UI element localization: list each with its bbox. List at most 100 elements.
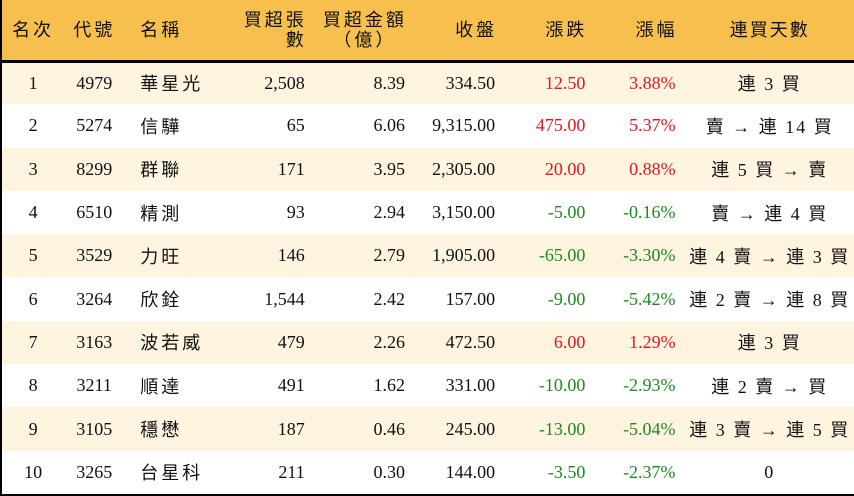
net-buy-amount-cell: 8.39 xyxy=(373,72,405,93)
change-pct-cell: 1.29% xyxy=(629,331,676,352)
net-buy-amount-cell: 1.62 xyxy=(373,375,405,396)
close-cell: 144.00 xyxy=(445,461,496,482)
consecutive-days-cell: 連 3 買 xyxy=(737,333,802,354)
code-cell: 4979 xyxy=(76,72,113,93)
close-cell: 9,315.00 xyxy=(432,115,496,136)
change-pct-cell: 0.88% xyxy=(629,158,676,179)
header-row: 名次 代號 名稱 買超張數 買超金額 （億） 收盤 漲跌 漲幅 連買天數 xyxy=(2,0,854,63)
net-buy-lots-cell: 187 xyxy=(277,418,305,439)
rank-cell: 10 xyxy=(24,461,43,482)
net-buy-lots-cell: 65 xyxy=(286,115,305,136)
change-pct-cell: -2.37% xyxy=(623,461,676,482)
table-row: 7 3163 波若威 479 2.26 472.50 6.00 1.29% 連 3 買 xyxy=(2,320,854,365)
change-pct-cell: -5.42% xyxy=(623,288,676,309)
close-cell: 1,905.00 xyxy=(432,245,496,266)
consecutive-days-cell: 賣 → 連 4 買 xyxy=(711,203,829,224)
change-cell: -65.00 xyxy=(538,245,586,266)
change-cell: 12.50 xyxy=(544,72,586,93)
table-row: 10 3265 台星科 211 0.30 144.00 -3.50 -2.37% 0 xyxy=(2,450,854,494)
name-cell: 波若威 xyxy=(140,333,204,354)
name-cell: 群聯 xyxy=(140,160,183,181)
net-buy-lots-cell: 146 xyxy=(277,245,305,266)
table-row: 5 3529 力旺 146 2.79 1,905.00 -65.00 -3.30% 連 4 賣 … xyxy=(2,234,854,278)
header-close: 收盤 xyxy=(414,0,506,63)
code-cell: 3163 xyxy=(76,331,113,352)
change-cell: 20.00 xyxy=(544,158,586,179)
rank-cell: 5 xyxy=(28,245,38,266)
code-cell: 3105 xyxy=(76,418,113,439)
table-row: 9 3105 穩懋 187 0.46 245.00 -13.00 -5.04% 連 3 賣 → … xyxy=(2,407,854,451)
consecutive-days-cell: 連 4 賣 → 連 3 買 xyxy=(689,246,851,267)
name-cell: 台星科 xyxy=(140,463,204,484)
table-row: 2 5274 信驊 65 6.06 9,315.00 475.00 5.37% 賣 → 連 14… xyxy=(2,104,854,148)
net-buy-lots-cell: 93 xyxy=(286,202,305,223)
consecutive-days-cell: 連 2 賣 → 連 8 買 xyxy=(689,290,851,311)
net-buy-lots-cell: 1,544 xyxy=(264,288,305,309)
change-cell: -10.00 xyxy=(538,375,586,396)
net-buy-amount-cell: 2.26 xyxy=(373,331,405,352)
change-pct-cell: -3.30% xyxy=(623,245,676,266)
code-cell: 5274 xyxy=(76,115,113,136)
rank-cell: 6 xyxy=(28,288,38,309)
net-buy-amount-cell: 2.79 xyxy=(373,245,405,266)
rank-cell: 1 xyxy=(28,72,38,93)
rank-cell: 7 xyxy=(28,331,38,352)
name-cell: 穩懋 xyxy=(140,420,183,441)
consecutive-days-cell: 連 5 買 → 賣 xyxy=(711,160,829,181)
header-consecutive-days: 連買天數 xyxy=(685,0,854,63)
name-cell: 華星光 xyxy=(140,74,204,95)
rank-cell: 3 xyxy=(28,158,38,179)
change-cell: -5.00 xyxy=(547,202,586,223)
header-change: 漲跌 xyxy=(505,0,596,63)
net-buy-lots-cell: 479 xyxy=(277,331,305,352)
close-cell: 331.00 xyxy=(445,375,496,396)
consecutive-days-cell: 連 3 賣 → 連 5 買 xyxy=(689,420,851,441)
table-row: 8 3211 順達 491 1.62 331.00 -10.00 -2.93% 連 2 賣 → … xyxy=(2,364,854,408)
consecutive-days-cell: 連 2 賣 → 買 xyxy=(711,376,829,397)
header-net-buy-amount-line2: （億） xyxy=(333,29,397,50)
table-row: 6 3264 欣銓 1,544 2.42 157.00 -9.00 -5.42% 連 2 賣 →… xyxy=(2,277,854,321)
consecutive-days-cell: 賣 → 連 14 買 xyxy=(705,116,834,137)
change-pct-cell: -0.16% xyxy=(623,202,676,223)
close-cell: 157.00 xyxy=(445,288,496,309)
net-buy-amount-cell: 3.95 xyxy=(373,158,405,179)
close-cell: 3,150.00 xyxy=(432,202,496,223)
net-buy-amount-cell: 0.30 xyxy=(373,461,405,482)
rank-cell: 8 xyxy=(28,375,38,396)
change-pct-cell: -2.93% xyxy=(623,375,676,396)
table-row: 3 8299 群聯 171 3.95 2,305.00 20.00 0.88% 連 5 買 → … xyxy=(2,147,854,191)
rank-cell: 9 xyxy=(28,418,38,439)
header-rank: 名次 xyxy=(2,0,65,63)
header-name: 名稱 xyxy=(124,0,225,63)
change-pct-cell: -5.04% xyxy=(623,418,676,439)
net-buy-lots-cell: 2,508 xyxy=(264,72,305,93)
net-buy-lots-cell: 171 xyxy=(277,158,305,179)
net-buy-lots-cell: 211 xyxy=(278,461,305,482)
name-cell: 力旺 xyxy=(140,246,183,267)
close-cell: 472.50 xyxy=(445,331,496,352)
close-cell: 334.50 xyxy=(445,72,496,93)
name-cell: 精測 xyxy=(140,203,183,224)
net-buy-amount-cell: 6.06 xyxy=(373,115,405,136)
table-row: 4 6510 精測 93 2.94 3,150.00 -5.00 -0.16% 賣 → 連 4 … xyxy=(2,190,854,235)
net-buy-amount-cell: 0.46 xyxy=(373,418,405,439)
code-cell: 8299 xyxy=(76,158,113,179)
rank-cell: 4 xyxy=(28,202,38,223)
rank-cell: 2 xyxy=(28,115,38,136)
name-cell: 順達 xyxy=(140,376,183,397)
change-pct-cell: 5.37% xyxy=(629,115,676,136)
code-cell: 3265 xyxy=(76,461,113,482)
close-cell: 2,305.00 xyxy=(432,158,496,179)
consecutive-days-cell: 0 xyxy=(764,461,776,482)
name-cell: 欣銓 xyxy=(140,290,183,311)
code-cell: 3264 xyxy=(76,288,113,309)
header-net-buy-amount-line1: 買超金額 xyxy=(322,9,407,30)
net-buy-lots-cell: 491 xyxy=(277,375,305,396)
code-cell: 3529 xyxy=(76,245,113,266)
table-row: 1 4979 華星光 2,508 8.39 334.50 12.50 3.88% 連 3 買 xyxy=(2,61,854,105)
change-cell: 475.00 xyxy=(535,115,586,136)
net-buy-amount-cell: 2.94 xyxy=(373,202,405,223)
header-change-pct: 漲幅 xyxy=(595,0,686,63)
